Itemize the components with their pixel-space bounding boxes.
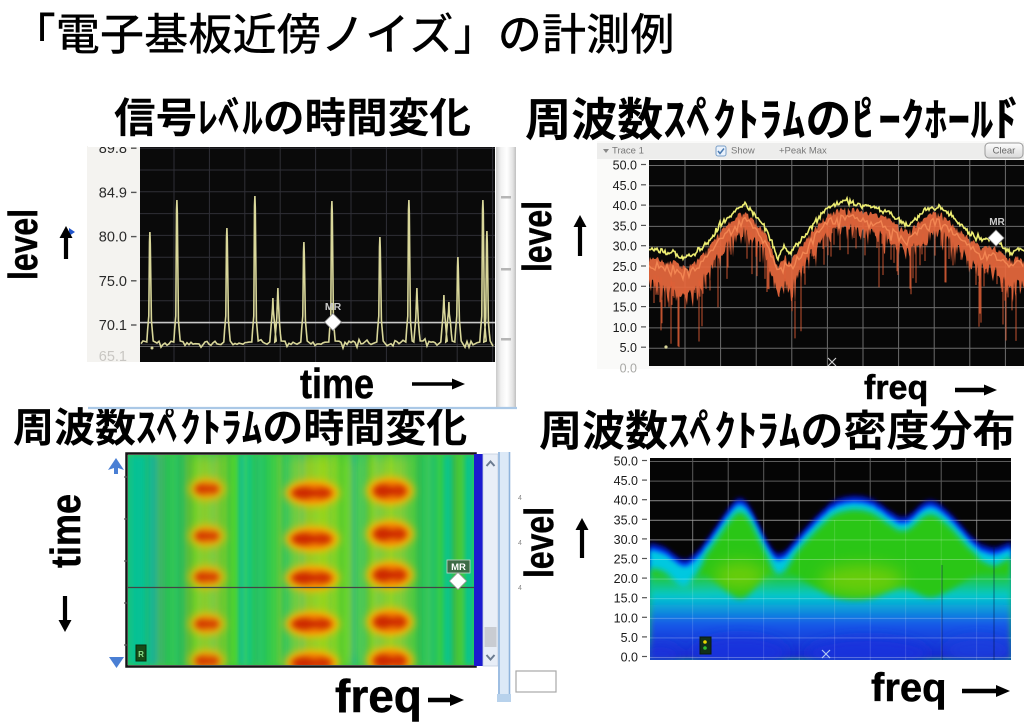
svg-text:MR: MR: [451, 562, 466, 573]
svg-text:5.0: 5.0: [621, 631, 638, 645]
svg-text:freq: freq: [871, 666, 947, 710]
svg-text:Clear: Clear: [993, 146, 1016, 157]
svg-text:4: 4: [518, 585, 522, 592]
svg-text:25.0: 25.0: [613, 260, 637, 274]
svg-text:65.1: 65.1: [99, 349, 127, 365]
svg-text:level: level: [0, 209, 46, 280]
svg-text:45.0: 45.0: [614, 474, 638, 488]
svg-text:45.0: 45.0: [613, 179, 637, 193]
svg-text:75.0: 75.0: [99, 274, 127, 290]
svg-text:4: 4: [518, 495, 522, 502]
svg-text:40.0: 40.0: [614, 494, 638, 508]
svg-text:20.0: 20.0: [614, 572, 638, 586]
svg-text:time: time: [300, 361, 374, 407]
svg-text:30.0: 30.0: [613, 240, 637, 254]
svg-text:Trace 1: Trace 1: [612, 146, 644, 157]
svg-text:time: time: [43, 494, 89, 568]
svg-text:84.9: 84.9: [99, 185, 127, 201]
svg-text:20.0: 20.0: [613, 280, 637, 294]
svg-text:0.0: 0.0: [621, 651, 638, 665]
svg-text:30.0: 30.0: [614, 533, 638, 547]
svg-text:4: 4: [518, 540, 522, 547]
svg-text:80.0: 80.0: [99, 230, 127, 246]
svg-text:50.0: 50.0: [613, 159, 637, 173]
svg-text:70.1: 70.1: [99, 318, 127, 334]
svg-text:15.0: 15.0: [614, 592, 638, 606]
svg-text:10.0: 10.0: [614, 611, 638, 625]
svg-text:40.0: 40.0: [613, 199, 637, 213]
svg-text:MR: MR: [325, 301, 342, 313]
svg-text:level: level: [516, 507, 562, 578]
svg-text:10.0: 10.0: [613, 321, 637, 335]
svg-text:+Peak Max: +Peak Max: [779, 146, 827, 157]
svg-text:15.0: 15.0: [613, 301, 637, 315]
svg-text:freq: freq: [335, 670, 422, 722]
svg-text:R: R: [138, 650, 144, 659]
svg-text:Show: Show: [731, 146, 755, 157]
svg-text:0.0: 0.0: [620, 362, 637, 376]
svg-text:35.0: 35.0: [614, 513, 638, 527]
svg-text:MR: MR: [989, 217, 1005, 228]
svg-text:35.0: 35.0: [613, 219, 637, 233]
svg-text:5.0: 5.0: [620, 341, 637, 355]
svg-text:level: level: [514, 201, 560, 272]
svg-text:25.0: 25.0: [614, 553, 638, 567]
svg-text:freq: freq: [864, 369, 928, 407]
svg-text:50.0: 50.0: [614, 455, 638, 469]
